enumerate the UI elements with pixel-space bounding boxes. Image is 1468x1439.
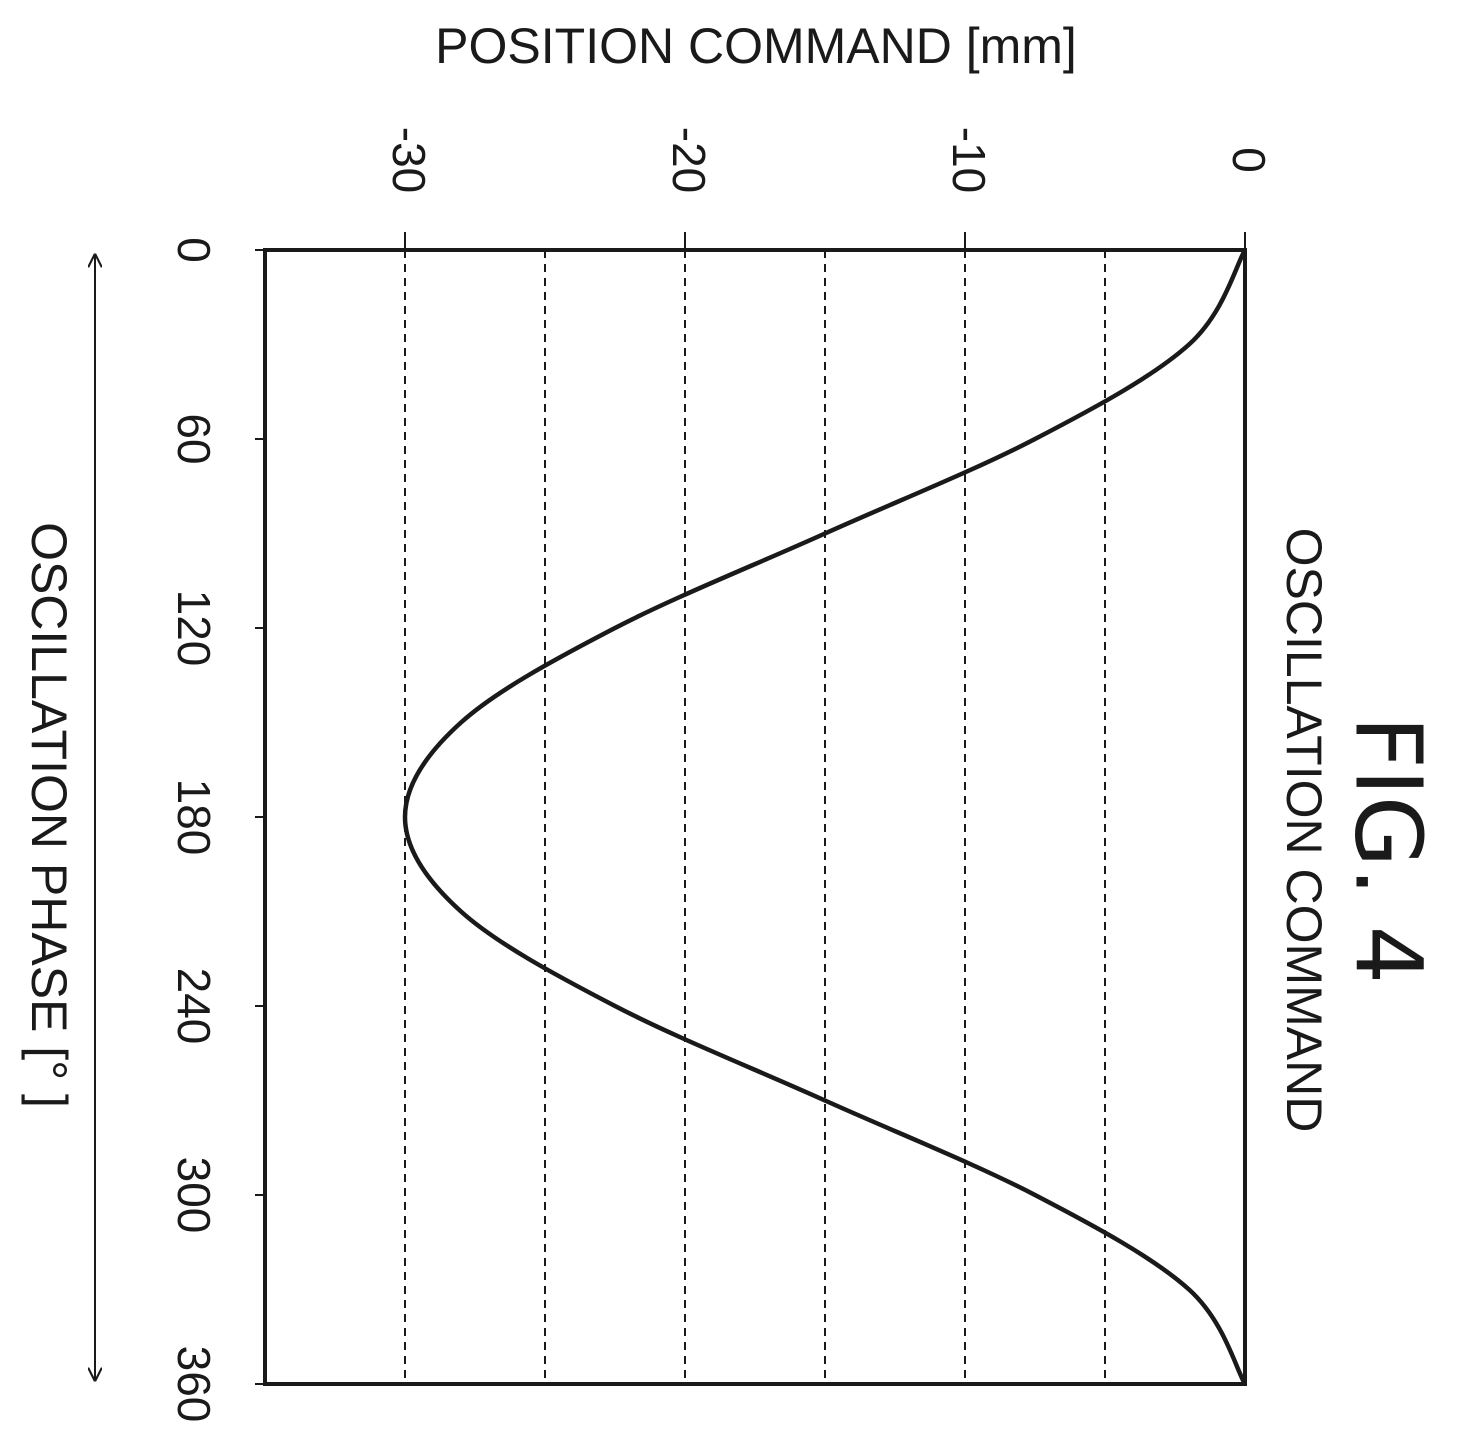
- plot-frame: [263, 248, 1247, 1386]
- chart-title: OSCILLATION COMMAND: [1276, 528, 1332, 1133]
- x-ticks: 0 60 120 180 240 300 360: [168, 237, 267, 1422]
- y-tick-label: -20: [663, 127, 715, 193]
- x-axis-title: OSCILLATION PHASE [° ]: [21, 522, 77, 1108]
- y-tick-label: -30: [383, 127, 435, 193]
- oscillation-curve: [402, 248, 1247, 1386]
- x-tick-label: 300: [168, 1157, 220, 1234]
- x-tick-label: 240: [168, 968, 220, 1045]
- x-tick-label: 60: [168, 413, 220, 464]
- x-tick-label: 360: [168, 1346, 220, 1423]
- y-tick-label: 0: [1223, 147, 1275, 173]
- x-tick-label: 0: [168, 237, 220, 263]
- x-tick-label: 120: [168, 590, 220, 667]
- y-axis-title: POSITION COMMAND [mm]: [435, 18, 1077, 74]
- gridlines: [404, 250, 1106, 1384]
- y-tick-label: -10: [943, 127, 995, 193]
- y-ticks: 0 -10 -20 -30: [383, 127, 1275, 250]
- x-tick-label: 180: [168, 779, 220, 856]
- figure-label: FIG. 4: [1335, 716, 1442, 984]
